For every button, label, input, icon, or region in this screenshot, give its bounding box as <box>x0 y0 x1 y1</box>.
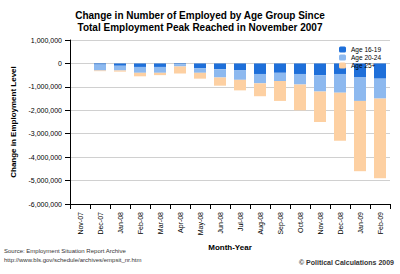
svg-text:Change in Employment Level: Change in Employment Level <box>9 66 18 178</box>
svg-text:Dec-08: Dec-08 <box>337 212 344 235</box>
svg-text:Mar-08: Mar-08 <box>157 212 164 234</box>
svg-text:Nov-08: Nov-08 <box>317 212 324 235</box>
svg-text:-3,000,000: -3,000,000 <box>29 130 63 137</box>
svg-text:Apr-08: Apr-08 <box>177 212 185 233</box>
svg-text:Age 20-24: Age 20-24 <box>351 54 381 62</box>
svg-text:Oct-08: Oct-08 <box>297 212 304 233</box>
svg-text:0: 0 <box>58 60 62 67</box>
svg-text:Jun-08: Jun-08 <box>217 212 224 234</box>
svg-text:Feb-08: Feb-08 <box>137 212 144 234</box>
svg-text:Total Employment Peak Reached: Total Employment Peak Reached in Novembe… <box>78 22 323 33</box>
svg-text:Aug-08: Aug-08 <box>257 212 265 235</box>
svg-text:Jan-08: Jan-08 <box>117 212 124 234</box>
svg-text:Age 25+: Age 25+ <box>351 62 376 70</box>
svg-text:-6,000,000: -6,000,000 <box>29 201 63 208</box>
svg-text:Source: Employment Situation R: Source: Employment Situation Report Arch… <box>4 248 126 254</box>
svg-text:Feb-09: Feb-09 <box>377 212 384 234</box>
svg-text:-1,000,000: -1,000,000 <box>29 83 63 90</box>
svg-text:-5,000,000: -5,000,000 <box>29 177 63 184</box>
svg-text:© Political Calculations 2009: © Political Calculations 2009 <box>299 259 394 266</box>
svg-text:Age 16-19: Age 16-19 <box>351 46 381 54</box>
svg-text:Sep-08: Sep-08 <box>277 212 285 235</box>
svg-text:Dec-07: Dec-07 <box>97 212 104 235</box>
svg-text:1,000,000: 1,000,000 <box>31 37 62 44</box>
svg-text:http://www.bls.gov/schedule/ar: http://www.bls.gov/schedule/archives/emp… <box>4 257 141 263</box>
svg-text:-2,000,000: -2,000,000 <box>29 107 63 114</box>
svg-text:Nov-07: Nov-07 <box>77 212 84 235</box>
svg-text:-4,000,000: -4,000,000 <box>29 154 63 161</box>
svg-text:Jan-09: Jan-09 <box>357 212 364 234</box>
svg-text:Change in Number of Employed b: Change in Number of Employed by Age Grou… <box>75 10 325 21</box>
svg-text:Month-Year: Month-Year <box>208 243 252 252</box>
svg-text:Jul-08: Jul-08 <box>237 212 244 231</box>
svg-text:May-08: May-08 <box>197 212 205 235</box>
